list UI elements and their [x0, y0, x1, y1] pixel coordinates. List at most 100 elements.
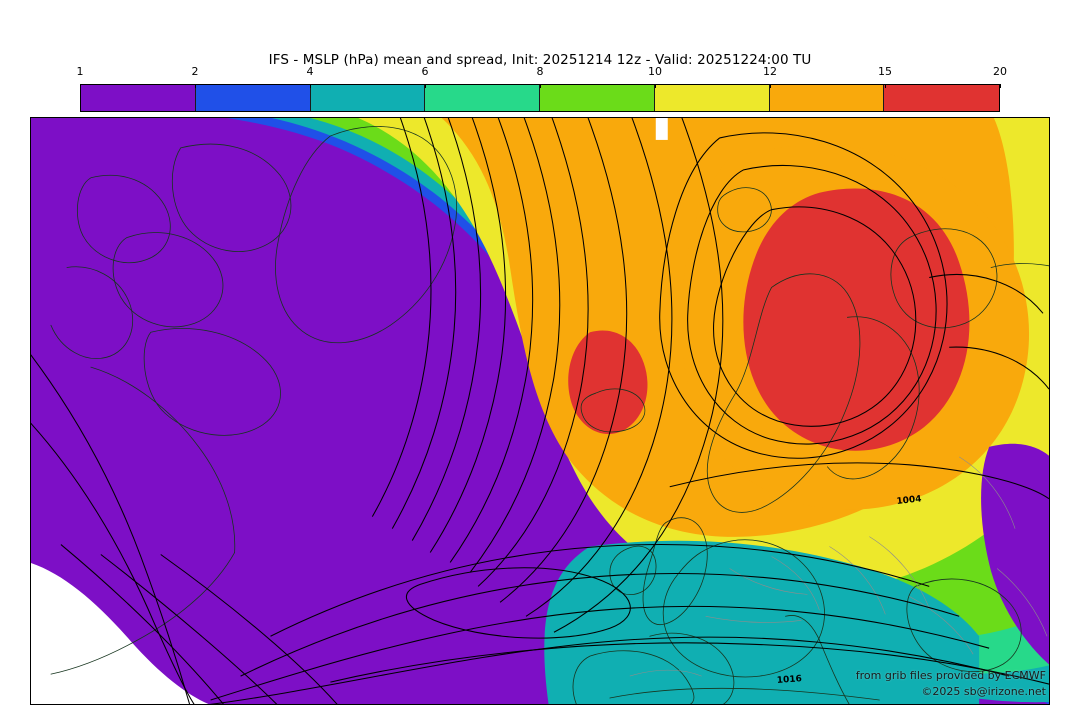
isobar — [270, 543, 930, 637]
coastline — [649, 632, 735, 704]
coastline — [890, 228, 998, 329]
coastline — [906, 578, 1022, 672]
spread-band-red — [568, 330, 648, 435]
colorbar-band-violet — [81, 85, 196, 111]
isobar — [60, 544, 224, 704]
isobar — [411, 118, 482, 541]
colorbar-tickmark-4 — [310, 84, 311, 88]
coastline — [77, 174, 171, 264]
coastline — [642, 517, 708, 625]
coastline — [171, 143, 292, 252]
isobar — [100, 554, 278, 704]
colorbar-band-spring-green — [425, 85, 540, 111]
isobar — [553, 118, 724, 633]
isobar — [371, 118, 432, 517]
country-border — [909, 596, 974, 655]
coastline — [990, 263, 1049, 268]
isobar-label-text: 1004 — [896, 494, 922, 507]
isobar — [929, 274, 1044, 314]
country-border — [869, 536, 930, 609]
isobar — [429, 118, 507, 553]
isobar — [210, 605, 990, 701]
colorbar-tickmark-8 — [540, 84, 541, 88]
colorbar-tickmark-1 — [80, 84, 81, 88]
colorbar-tick-10: 10 — [648, 65, 662, 78]
isobar — [713, 206, 917, 427]
country-border — [771, 556, 820, 611]
coastline — [143, 328, 281, 436]
coastline — [50, 552, 235, 675]
colorbar-tick-marks — [80, 84, 1001, 89]
map-nodata-region — [31, 563, 209, 704]
colorbar-tick-15: 15 — [878, 65, 892, 78]
coastline — [580, 388, 646, 433]
colorbar-band-blue — [195, 85, 311, 111]
colorbar-tick-20: 20 — [993, 65, 1007, 78]
isobar — [160, 554, 338, 704]
coastline-layer — [50, 126, 1049, 704]
colorbar-tick-1: 1 — [76, 65, 84, 78]
colorbar-band-yellow — [654, 85, 770, 111]
colorbar-tickmark-15 — [885, 84, 886, 88]
country-border — [705, 616, 802, 623]
colorbar-tickmark-10 — [655, 84, 656, 88]
spread-fill-layer — [31, 118, 1049, 704]
colorbar: 1 2 4 6 8 10 12 15 20 — [77, 65, 1007, 112]
isobar — [449, 118, 534, 563]
coastline — [662, 539, 825, 678]
coastline — [572, 650, 695, 704]
map-nodata-notch — [655, 118, 668, 140]
colorbar-band-red — [884, 85, 999, 111]
isobar — [240, 572, 960, 677]
colorbar-tick-labels: 1 2 4 6 8 10 12 15 20 — [76, 65, 1008, 81]
country-border — [829, 546, 886, 615]
colorbar-tick-12: 12 — [763, 65, 777, 78]
colorbar-gradient — [80, 84, 1000, 112]
map-plot-area: 1004 1016 — [30, 117, 1050, 705]
colorbar-band-green — [540, 85, 655, 111]
map-canvas: 1004 1016 — [31, 118, 1049, 704]
coastline — [609, 545, 657, 595]
attribution-copyright: ©2025 sb@irizone.net — [921, 685, 1046, 698]
colorbar-tick-4: 4 — [306, 65, 314, 78]
isobar-label: 1004 — [896, 494, 922, 507]
coastline — [90, 366, 236, 553]
spread-band-violet — [981, 443, 1049, 665]
attribution-source: from grib files provided by ECMWF — [855, 669, 1046, 682]
isobar — [31, 422, 195, 704]
isobar — [391, 118, 457, 529]
colorbar-tick-6: 6 — [421, 65, 429, 78]
chart-title: IFS - MSLP (hPa) mean and spread, Init: … — [268, 52, 812, 68]
colorbar-tickmark-6 — [425, 84, 426, 88]
country-border — [996, 568, 1048, 637]
attribution: from grib files provided by ECMWF ©2025 … — [856, 668, 1046, 700]
isobar — [31, 354, 191, 704]
country-border — [729, 568, 808, 595]
coastline — [827, 316, 920, 480]
colorbar-tick-8: 8 — [536, 65, 544, 78]
isobar — [687, 164, 937, 445]
coastline — [50, 266, 133, 359]
coastline — [785, 615, 850, 704]
coastline — [275, 126, 457, 344]
isobar-layer — [31, 118, 1049, 704]
isobar — [659, 132, 948, 459]
isobar-label-text: 1016 — [777, 674, 803, 686]
isobar — [525, 118, 673, 617]
isobar — [330, 642, 1049, 685]
isobar — [469, 118, 561, 573]
country-border — [629, 669, 702, 677]
isobar — [499, 118, 628, 603]
colorbar-tickmark-2 — [195, 84, 196, 88]
isobar — [949, 346, 1049, 390]
isobar — [209, 636, 1010, 704]
isobar-label: 1016 — [777, 674, 803, 686]
isobar — [477, 118, 589, 587]
country-border — [959, 456, 1016, 529]
colorbar-tick-2: 2 — [191, 65, 199, 78]
colorbar-band-teal — [310, 85, 426, 111]
colorbar-band-orange — [769, 85, 885, 111]
border-layer — [629, 456, 1048, 677]
spread-band-red — [743, 188, 970, 451]
colorbar-tickmark-20 — [1000, 84, 1001, 88]
